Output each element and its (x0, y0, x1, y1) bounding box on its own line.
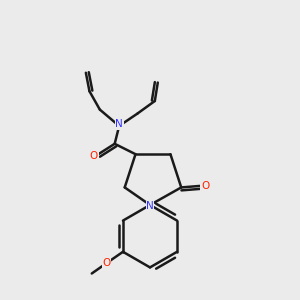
Text: O: O (103, 258, 111, 268)
Text: N: N (146, 202, 154, 212)
Text: O: O (90, 151, 98, 161)
Text: N: N (115, 119, 123, 130)
Text: O: O (201, 181, 209, 191)
